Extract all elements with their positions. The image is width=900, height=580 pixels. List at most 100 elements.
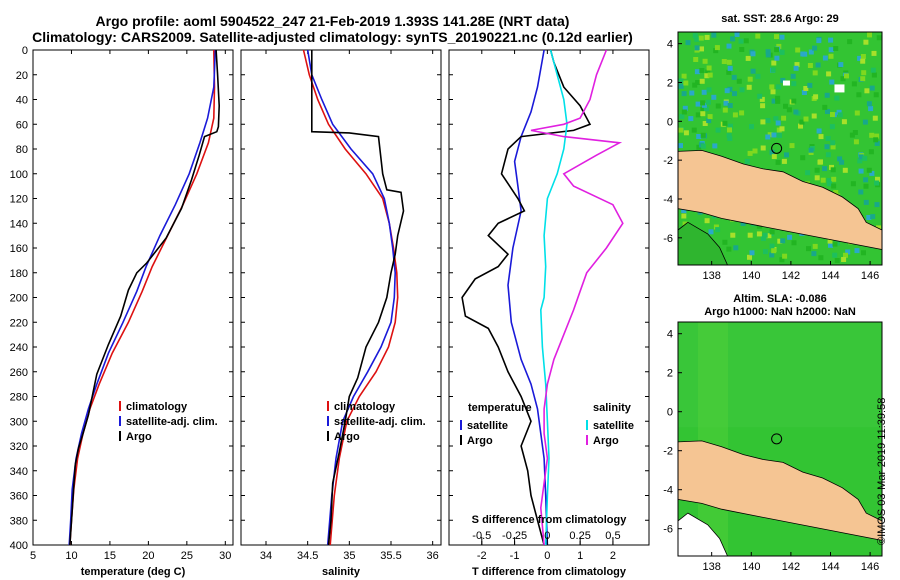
x-tick-label-salinity-diff: 0.5	[605, 530, 620, 542]
sst-pixel	[681, 73, 687, 79]
sst-pixel	[739, 110, 745, 116]
sst-pixel	[749, 124, 754, 130]
sst-pixel	[812, 70, 818, 76]
sst-pixel	[771, 132, 777, 138]
sst-pixel	[702, 58, 708, 64]
sst-pixel	[777, 238, 783, 244]
sst-pixel	[704, 73, 710, 79]
sst-pixel	[714, 45, 720, 51]
sst-pixel	[813, 94, 819, 100]
sst-pixel	[790, 73, 796, 79]
land-new-guinea	[677, 440, 883, 541]
sst-pixel	[765, 134, 771, 140]
sst-pixel	[833, 190, 839, 195]
sst-pixel	[696, 134, 702, 139]
sst-pixel	[800, 155, 806, 161]
sst-pixel	[830, 140, 836, 146]
sst-pixel	[771, 98, 777, 104]
sst-pixel	[706, 65, 712, 71]
sst-pixel	[766, 233, 772, 239]
sst-pixel	[857, 55, 863, 61]
sst-pixel	[683, 130, 689, 136]
sst-pixel	[869, 170, 875, 176]
sst-pixel	[826, 178, 832, 183]
sst-pixel	[722, 239, 728, 245]
sst-pixel	[822, 104, 828, 110]
sst-pixel	[715, 227, 721, 233]
sst-pixel	[824, 92, 830, 98]
series-line	[461, 49, 592, 546]
sst-pixel	[850, 181, 856, 187]
sst-map	[677, 31, 883, 266]
sst-pixel	[706, 87, 712, 93]
sst-pixel	[803, 116, 809, 122]
sst-pixel	[771, 248, 777, 254]
sst-pixel	[845, 249, 851, 255]
sst-pixel	[780, 238, 786, 244]
sst-pixel	[736, 78, 742, 84]
sst-pixel	[770, 67, 776, 73]
sst-pixel	[695, 112, 701, 118]
sst-pixel	[746, 84, 752, 90]
sst-pixel	[776, 127, 782, 133]
sst-pixel	[775, 159, 781, 165]
sst-pixel	[747, 232, 753, 238]
sst-pixel	[854, 110, 860, 116]
sst-pixel	[732, 91, 737, 97]
sst-pixel	[828, 47, 834, 53]
sst-pixel	[800, 51, 806, 57]
sst-pixel	[776, 133, 782, 138]
x-tick-label-salinity-diff: 0.25	[569, 530, 590, 542]
sst-pixel	[862, 119, 868, 125]
sst-pixel	[818, 134, 824, 140]
sla-shade	[698, 322, 728, 556]
sst-pixel	[806, 246, 811, 252]
map-lat-label: 2	[667, 77, 673, 89]
sst-pixel	[833, 46, 839, 51]
map-frame	[677, 31, 883, 266]
sst-pixel	[679, 114, 685, 119]
sla-map-title-line2: Argo h1000: NaN h2000: NaN	[704, 306, 856, 318]
sst-pixel	[760, 145, 766, 151]
x-tick-label: 10	[65, 550, 77, 562]
sst-pixel	[755, 73, 761, 79]
sst-pixel	[730, 36, 736, 42]
argo-location-marker	[771, 433, 783, 445]
legend-label: climatology	[334, 401, 396, 413]
sst-pixel	[868, 149, 874, 155]
sst-pixel	[744, 158, 750, 164]
sst-pixel	[811, 251, 817, 257]
sst-pixel	[699, 68, 705, 73]
sst-pixel	[791, 240, 797, 246]
sst-pixel	[733, 245, 739, 251]
map-lat-label: -4	[663, 194, 673, 206]
sst-pixel	[727, 127, 732, 133]
sst-pixel	[730, 232, 736, 238]
map-lat-label: -2	[663, 155, 673, 167]
legend-label: Argo	[467, 435, 493, 447]
sst-pixel	[837, 156, 843, 162]
sst-pixel	[831, 183, 837, 189]
x-tick-label: 34	[260, 550, 272, 562]
sst-pixel	[713, 224, 719, 230]
sst-pixel	[712, 143, 718, 149]
sst-pixel	[774, 47, 780, 53]
sst-pixel	[721, 59, 727, 64]
sst-pixel	[715, 103, 721, 109]
plot-title-line1: Argo profile: aoml 5904522_247 21-Feb-20…	[95, 13, 570, 29]
sst-pixel	[757, 93, 763, 99]
sst-pixel	[831, 176, 837, 182]
sst-pixel	[849, 132, 855, 138]
sst-pixel	[760, 103, 766, 109]
sst-pixel	[829, 79, 835, 85]
sst-pixel	[694, 36, 700, 42]
sst-pixel	[705, 99, 711, 105]
map-lon-label: 142	[782, 561, 800, 573]
sst-pixel	[814, 167, 820, 173]
sst-pixel	[874, 202, 880, 208]
sst-pixel	[685, 40, 691, 46]
sst-pixel	[795, 47, 801, 53]
sst-pixel	[703, 106, 709, 112]
map-lon-label: 144	[821, 270, 839, 282]
depth-tick-label: 240	[10, 342, 28, 354]
